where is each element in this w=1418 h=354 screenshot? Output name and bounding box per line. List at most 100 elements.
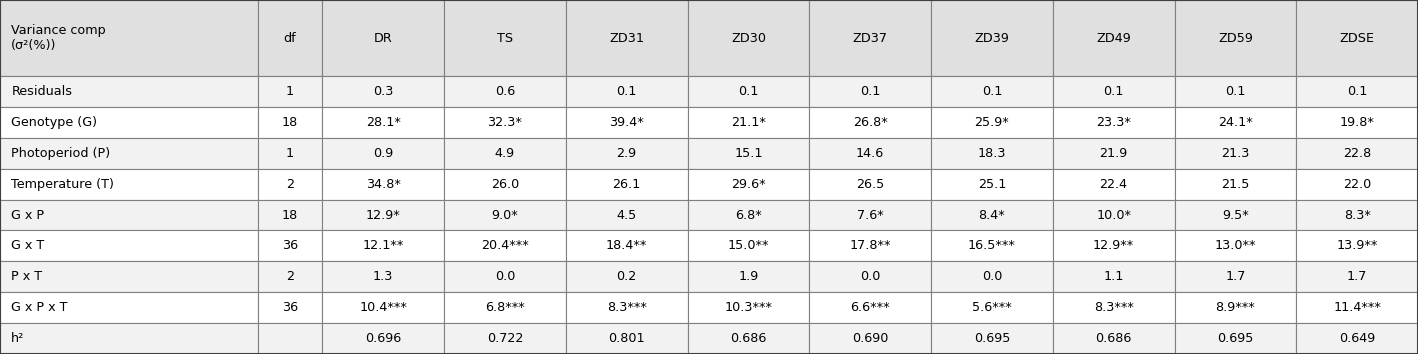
Bar <box>688 230 810 261</box>
Bar <box>932 107 1052 138</box>
Bar <box>0 200 258 230</box>
Text: 0.1: 0.1 <box>1225 85 1245 98</box>
Bar <box>1052 230 1174 261</box>
Bar <box>1296 292 1418 323</box>
Text: 17.8**: 17.8** <box>849 239 891 252</box>
Text: 0.0: 0.0 <box>981 270 1003 283</box>
Bar <box>810 323 932 354</box>
Bar <box>258 261 322 292</box>
Text: Residuals: Residuals <box>11 85 72 98</box>
Text: 0.1: 0.1 <box>981 85 1003 98</box>
Bar <box>566 138 688 169</box>
Bar <box>932 169 1052 200</box>
Text: 0.801: 0.801 <box>608 332 645 345</box>
Text: df: df <box>284 32 296 45</box>
Bar <box>810 138 932 169</box>
Bar <box>688 292 810 323</box>
Text: 21.1*: 21.1* <box>730 116 766 129</box>
Bar <box>0 76 258 107</box>
Text: 0.686: 0.686 <box>730 332 767 345</box>
Bar <box>1296 200 1418 230</box>
Text: 21.9: 21.9 <box>1099 147 1127 160</box>
Text: ZD31: ZD31 <box>610 32 644 45</box>
Text: 25.1: 25.1 <box>977 178 1007 191</box>
Bar <box>444 230 566 261</box>
Text: 12.1**: 12.1** <box>363 239 404 252</box>
Bar <box>1174 200 1296 230</box>
Bar <box>1296 0 1418 76</box>
Bar <box>810 261 932 292</box>
Text: 0.6: 0.6 <box>495 85 515 98</box>
Bar <box>566 0 688 76</box>
Text: ZD49: ZD49 <box>1096 32 1132 45</box>
Text: 18: 18 <box>282 209 298 222</box>
Text: 8.4*: 8.4* <box>978 209 1005 222</box>
Bar <box>810 76 932 107</box>
Text: ZD59: ZD59 <box>1218 32 1254 45</box>
Text: 2: 2 <box>286 178 294 191</box>
Text: 29.6*: 29.6* <box>732 178 766 191</box>
Text: 22.8: 22.8 <box>1343 147 1371 160</box>
Text: 0.3: 0.3 <box>373 85 393 98</box>
Bar <box>258 230 322 261</box>
Bar <box>810 200 932 230</box>
Bar <box>566 230 688 261</box>
Bar <box>444 292 566 323</box>
Bar <box>566 261 688 292</box>
Text: P x T: P x T <box>11 270 43 283</box>
Bar <box>258 138 322 169</box>
Bar <box>932 138 1052 169</box>
Text: 16.5***: 16.5*** <box>968 239 1015 252</box>
Text: 8.3*: 8.3* <box>1344 209 1371 222</box>
Bar <box>0 0 258 76</box>
Bar <box>1174 323 1296 354</box>
Bar <box>444 76 566 107</box>
Bar <box>258 323 322 354</box>
Text: G x T: G x T <box>11 239 44 252</box>
Text: 7.6*: 7.6* <box>856 209 883 222</box>
Text: 0.649: 0.649 <box>1339 332 1375 345</box>
Bar <box>1174 107 1296 138</box>
Bar <box>688 76 810 107</box>
Text: ZD37: ZD37 <box>852 32 888 45</box>
Text: 26.5: 26.5 <box>856 178 885 191</box>
Text: G x P x T: G x P x T <box>11 301 68 314</box>
Text: 4.5: 4.5 <box>617 209 637 222</box>
Text: DR: DR <box>374 32 393 45</box>
Text: 1.9: 1.9 <box>739 270 759 283</box>
Bar <box>444 107 566 138</box>
Text: 1.3: 1.3 <box>373 270 393 283</box>
Text: 0.686: 0.686 <box>1096 332 1132 345</box>
Bar <box>932 292 1052 323</box>
Bar <box>0 169 258 200</box>
Text: ZDSE: ZDSE <box>1340 32 1374 45</box>
Bar <box>1174 138 1296 169</box>
Text: 0.722: 0.722 <box>486 332 523 345</box>
Bar <box>1052 138 1174 169</box>
Text: 8.3***: 8.3*** <box>1093 301 1133 314</box>
Text: 6.8*: 6.8* <box>735 209 761 222</box>
Bar <box>1296 169 1418 200</box>
Bar <box>322 76 444 107</box>
Text: 24.1*: 24.1* <box>1218 116 1252 129</box>
Bar <box>1174 261 1296 292</box>
Text: 5.6***: 5.6*** <box>971 301 1012 314</box>
Text: 0.0: 0.0 <box>859 270 881 283</box>
Text: 6.6***: 6.6*** <box>851 301 891 314</box>
Bar <box>1052 107 1174 138</box>
Text: 34.8*: 34.8* <box>366 178 400 191</box>
Bar <box>688 200 810 230</box>
Bar <box>1174 292 1296 323</box>
Text: 25.9*: 25.9* <box>974 116 1010 129</box>
Text: 0.1: 0.1 <box>1347 85 1367 98</box>
Text: ZD39: ZD39 <box>974 32 1010 45</box>
Text: Photoperiod (P): Photoperiod (P) <box>11 147 111 160</box>
Bar <box>932 200 1052 230</box>
Text: 0.9: 0.9 <box>373 147 393 160</box>
Text: G x P: G x P <box>11 209 44 222</box>
Bar <box>566 292 688 323</box>
Bar <box>258 107 322 138</box>
Text: 12.9*: 12.9* <box>366 209 400 222</box>
Text: 0.1: 0.1 <box>1103 85 1124 98</box>
Text: 39.4*: 39.4* <box>610 116 644 129</box>
